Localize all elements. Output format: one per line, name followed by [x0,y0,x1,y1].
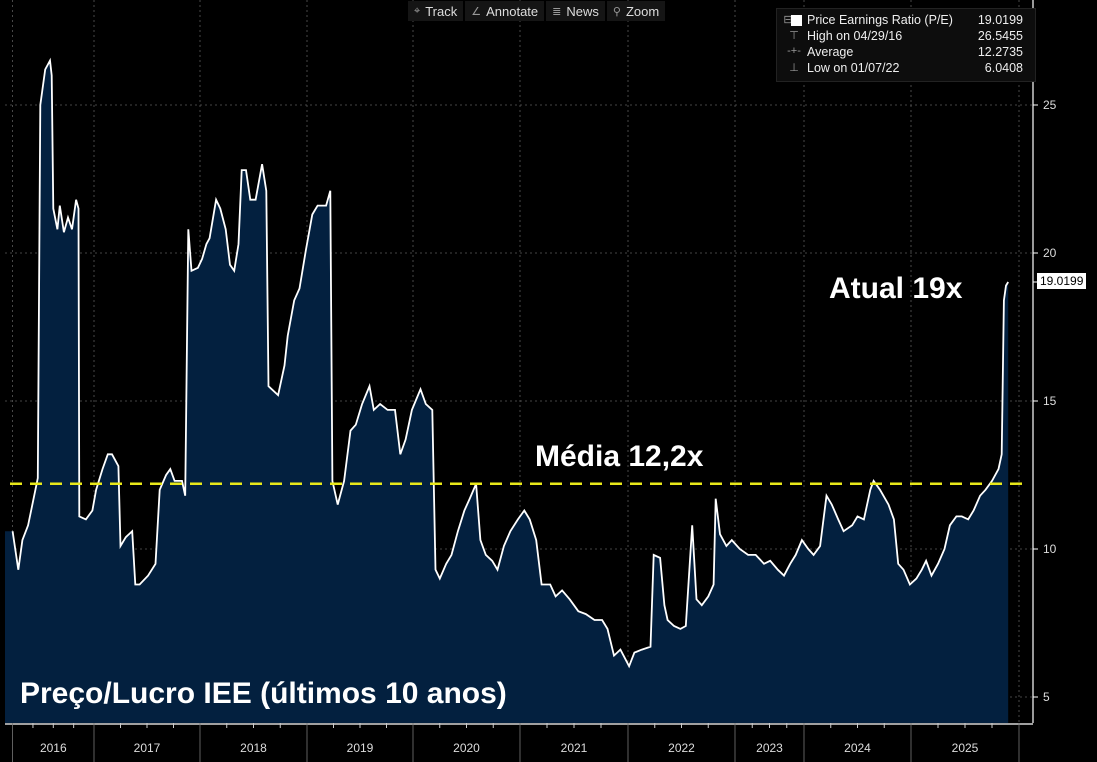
x-tick-label: 2025 [952,741,979,755]
pe-area-fill [5,60,1009,724]
pencil-icon: ∠ [471,5,482,18]
annotate-button[interactable]: ∠ Annotate [465,1,545,21]
news-button[interactable]: ≣ News [546,1,605,21]
x-tick-label: 2018 [240,741,267,755]
legend: ⊟ Price Earnings Ratio (P/E) 19.0199 ⊤ Hi… [776,8,1036,82]
y-tick-label: 10 [1043,542,1057,556]
crosshair-icon: ⌖ [414,4,421,17]
average-annotation: Média 12,2x [535,440,704,473]
legend-series[interactable]: ⊟ Price Earnings Ratio (P/E) 19.0199 [783,13,1023,29]
chart-title: Preço/Lucro IEE (últimos 10 anos) [20,677,507,710]
series-swatch [791,15,802,26]
y-tick-label: 5 [1043,690,1050,704]
x-tick-label: 2017 [134,741,161,755]
legend-low: ⊥ Low on 01/07/22 6.0408 [789,61,1023,77]
x-tick-label: 2024 [844,741,871,755]
x-tick-label: 2023 [756,741,783,755]
x-tick-label: 2021 [561,741,588,755]
last-value-label: 19.0199 [1037,273,1087,289]
chart-toolbar: ⌖ Track ∠ Annotate ≣ News ⚲ Zoom [408,1,666,21]
x-tick-label: 2019 [347,741,374,755]
pe-series-line [11,57,1009,669]
high-marker-icon: ⊤ [789,30,799,42]
low-marker-icon: ⊥ [789,62,799,74]
x-tick-label: 2016 [40,741,67,755]
current-annotation: Atual 19x [829,272,963,305]
y-tick-label: 25 [1043,98,1057,112]
track-button[interactable]: ⌖ Track [408,1,464,21]
y-tick-label: 15 [1043,394,1057,408]
average-marker-icon: -+- [787,45,801,57]
news-icon: ≣ [552,5,562,18]
zoom-button[interactable]: ⚲ Zoom [606,1,666,21]
legend-high: ⊤ High on 04/29/16 26.5455 [789,29,1023,45]
legend-average: -+- Average 12.2735 [787,45,1023,61]
magnifier-icon: ⚲ [612,5,621,18]
x-tick-label: 2020 [453,741,480,755]
y-tick-label: 20 [1043,246,1057,260]
x-tick-label: 2022 [668,741,695,755]
collapse-icon[interactable]: ⊟ [783,14,793,26]
